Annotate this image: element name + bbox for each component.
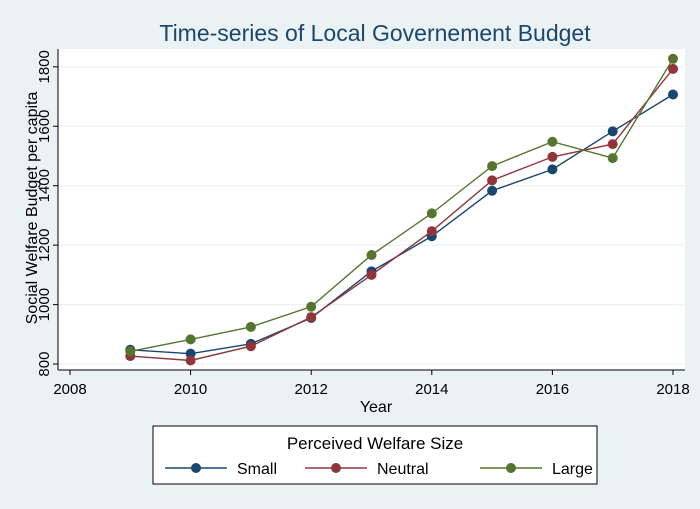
y-tick-label: 1400	[36, 169, 53, 202]
y-tick-label: 800	[36, 352, 53, 377]
data-point	[306, 312, 317, 323]
data-point	[185, 334, 196, 345]
x-tick-label: 2010	[174, 381, 207, 398]
plot-area	[58, 49, 685, 370]
data-point	[547, 136, 558, 147]
legend: Perceived Welfare Size Small Neutral Large	[152, 425, 598, 485]
series-lines	[125, 53, 678, 366]
data-point	[607, 153, 618, 164]
data-point	[547, 151, 558, 162]
y-tick-label: 1800	[36, 50, 53, 83]
legend-box	[152, 425, 598, 485]
x-axis-label: Year	[360, 399, 393, 416]
x-tick-label: 2018	[656, 381, 689, 398]
legend-title: Perceived Welfare Size	[287, 434, 463, 453]
legend-item-small: Small	[165, 461, 277, 478]
data-point	[366, 269, 377, 280]
legend-label: Large	[552, 461, 593, 478]
y-tick-label: 1200	[36, 228, 53, 261]
data-point	[487, 185, 498, 196]
data-point	[426, 208, 437, 219]
data-point	[607, 139, 618, 150]
legend-items: Small Neutral Large	[165, 461, 593, 478]
data-point	[547, 164, 558, 175]
legend-label: Small	[237, 461, 277, 478]
x-tick-label: 2008	[53, 381, 86, 398]
data-point	[668, 63, 678, 74]
data-point	[125, 346, 136, 357]
legend-marker	[506, 463, 516, 473]
gridlines	[58, 66, 685, 365]
data-point	[668, 89, 678, 100]
legend-label: Neutral	[377, 461, 429, 478]
data-point	[245, 321, 256, 332]
axes: 800 1000 1200 1400 1600 1800 2008 2010 2012 2014 2…	[36, 49, 690, 398]
data-point	[668, 53, 678, 64]
data-point	[487, 161, 498, 172]
series-line	[130, 58, 674, 352]
data-point	[245, 341, 256, 352]
legend-item-large: Large	[480, 461, 593, 478]
chart-title: Time-series of Local Governement Budget	[159, 20, 591, 46]
data-point	[185, 348, 196, 359]
x-tick-label: 2016	[536, 381, 569, 398]
x-tick-label: 2012	[295, 381, 328, 398]
data-point	[366, 249, 377, 260]
legend-marker	[191, 463, 201, 473]
y-tick-label: 1600	[36, 110, 53, 143]
x-tick-label: 2014	[415, 381, 448, 398]
data-point	[185, 355, 196, 366]
y-tick-label: 1000	[36, 288, 53, 321]
y-axis-label: Social Welfare Budget per capita	[24, 92, 41, 325]
data-point	[306, 301, 317, 312]
data-point	[487, 175, 498, 186]
legend-item-neutral: Neutral	[305, 461, 429, 478]
legend-marker	[331, 463, 341, 473]
data-point	[426, 226, 437, 237]
data-point	[607, 126, 618, 137]
series-large	[125, 53, 678, 357]
